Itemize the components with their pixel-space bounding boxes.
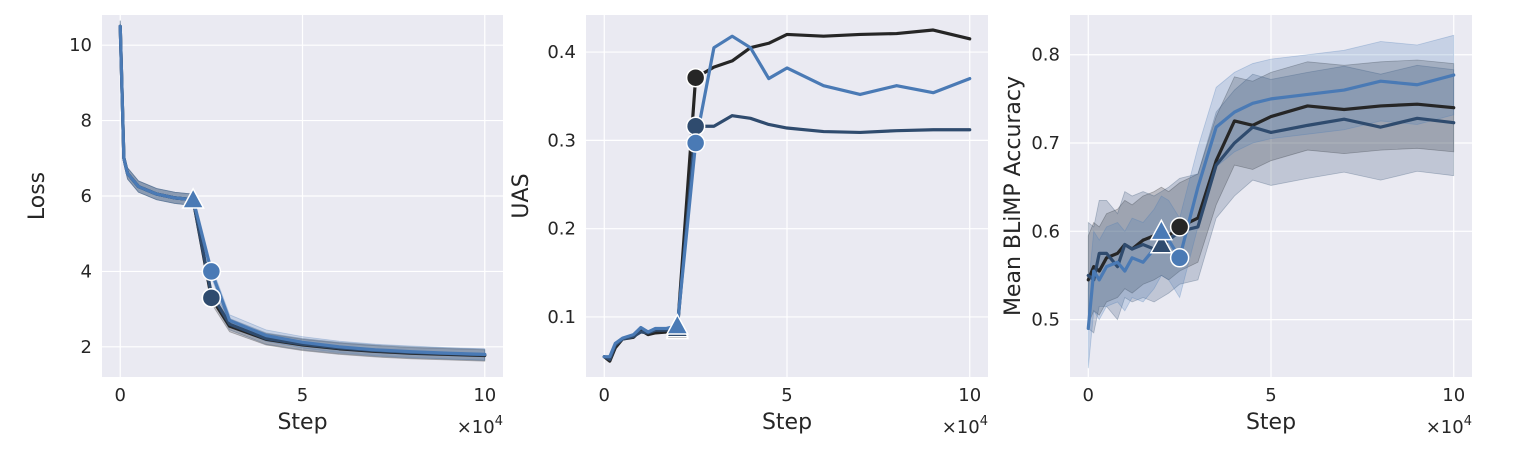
panel-1-xlabel: Step: [277, 410, 327, 435]
panel-2-xtick-label: 10: [958, 385, 981, 406]
panel-2-series-blue-marker-circle: [685, 133, 706, 153]
panel-1-series-navy-band: [119, 20, 486, 361]
panel-3-ytick-label: 0.8: [1031, 45, 1060, 66]
panel-2-ylabel: UAS: [509, 173, 534, 218]
panel-1: 0 5 10 2 4 6 8 10 Step Loss ×104: [25, 15, 503, 438]
panel-2-series-black-marker-circle: [685, 67, 706, 88]
panel-3-series-blue-marker-circle: [1169, 248, 1190, 268]
panel-3-xlabel: Step: [1246, 410, 1296, 435]
panel-2-ytick-label: 0.3: [547, 130, 576, 151]
panel-1-ytick-label: 2: [81, 337, 92, 358]
panel-1-series-navy-marker-circle: [201, 288, 222, 308]
panel-3-series-blue-line: [1086, 73, 1456, 331]
panel-1-series-black-band: [119, 20, 486, 362]
panel-2-x-multiplier: ×104: [942, 414, 988, 438]
panel-1-ytick-label: 6: [81, 186, 92, 207]
panel-1-x-multiplier: ×104: [457, 414, 503, 438]
panel-2-series-blue-marker-triangle: [665, 313, 690, 335]
panel-1-series-blue-marker-circle: [201, 261, 222, 282]
panel-2-xtick-label: 0: [599, 385, 610, 406]
panel-1-series-blue-marker-triangle: [181, 187, 205, 209]
panel-1-ylabel: Loss: [25, 172, 50, 220]
panel-3-series-navy-line: [1086, 116, 1456, 282]
panel-1-ytick-label: 10: [69, 35, 92, 56]
panel-2-xtick-label: 5: [781, 385, 792, 406]
panel-3-xtick-label: 5: [1265, 385, 1276, 406]
panel-3-ylabel: Mean BLiMP Accuracy: [1001, 76, 1026, 316]
panel-1-xtick-label: 0: [115, 385, 126, 406]
panel-3: 0 5 10 0.5 0.6 0.7 0.8 Step Mean BLiMP Accuracy ×…: [1001, 15, 1472, 438]
panel-3-series-blue-band: [1087, 34, 1455, 369]
panel-3-series-blue-marker-triangle: [1149, 218, 1174, 241]
panel-3-series-navy-marker-triangle: [1149, 231, 1174, 254]
panel-1-ytick-label: 4: [81, 261, 92, 282]
panel-3-ytick-label: 0.5: [1031, 310, 1060, 331]
panel-3-xtick-label: 10: [1442, 385, 1465, 406]
panel-3-ytick-label: 0.6: [1031, 221, 1060, 242]
panel-2-ytick-label: 0.2: [547, 219, 576, 240]
panel-1-ytick-label: 8: [81, 111, 92, 132]
panel-2-ytick-label: 0.4: [547, 42, 576, 63]
panel-3-ytick-label: 0.7: [1031, 133, 1060, 154]
panel-3-xtick-label: 0: [1083, 385, 1094, 406]
panel-2: 0 5 10 0.1 0.2 0.3 0.4 Step UAS ×104: [509, 15, 988, 438]
panel-3-x-multiplier: ×104: [1426, 414, 1472, 438]
panel-2-xlabel: Step: [762, 410, 812, 435]
panel-1-xtick-label: 5: [297, 385, 308, 406]
panel-2-series-navy-marker-circle: [685, 116, 706, 136]
panel-3-series-black-marker-circle: [1169, 217, 1190, 237]
panel-1-xtick-label: 10: [473, 385, 496, 406]
panel-2-ytick-label: 0.1: [547, 307, 576, 328]
